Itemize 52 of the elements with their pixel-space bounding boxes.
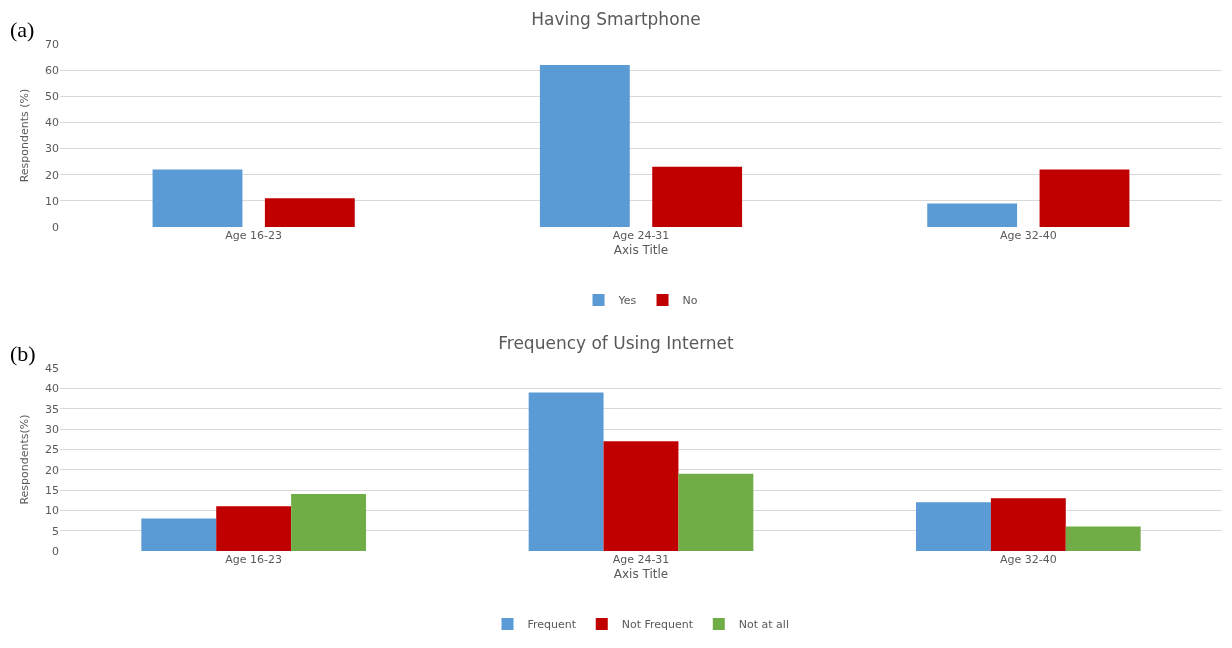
- y-tick-label: 20: [45, 168, 59, 182]
- y-tick-label: 70: [45, 37, 59, 51]
- bar: [927, 203, 1018, 227]
- chart-title: Frequency of Using Internet: [498, 332, 735, 353]
- y-tick-label: 5: [52, 524, 59, 538]
- x-tick-label: Age 24-31: [612, 229, 670, 242]
- bar: [916, 502, 991, 551]
- bar: [141, 518, 217, 551]
- x-tick-label: Age 24-31: [612, 553, 670, 566]
- bar: [528, 392, 604, 551]
- bar: [678, 473, 754, 551]
- bar: [291, 494, 366, 551]
- bar: [990, 498, 1066, 551]
- bar: [1065, 526, 1141, 551]
- y-tick-label: 30: [45, 422, 59, 436]
- text: (b): [10, 341, 36, 366]
- y-tick-label: 20: [45, 463, 59, 477]
- legend-label: Not at all: [738, 618, 789, 632]
- y-axis-title: Respondents(%): [18, 414, 31, 505]
- y-tick-label: 0: [52, 544, 59, 558]
- bar: [652, 166, 743, 227]
- y-tick-label: 10: [45, 504, 59, 518]
- y-tick-label: 40: [45, 116, 59, 130]
- y-tick-label: 30: [45, 142, 59, 156]
- bar: [264, 198, 355, 227]
- y-tick-label: 60: [45, 63, 59, 77]
- legend-label: No: [682, 294, 698, 308]
- y-tick-label: 35: [45, 402, 59, 416]
- x-tick-label: Age 16-23: [225, 553, 283, 566]
- bar: [539, 64, 630, 227]
- legend-label: Frequent: [527, 618, 577, 632]
- y-tick-label: 10: [45, 194, 59, 208]
- x-tick-label: Age 16-23: [225, 229, 283, 242]
- y-tick-label: 0: [52, 220, 59, 234]
- bar: [1039, 169, 1130, 227]
- bar: [216, 506, 292, 551]
- y-axis-title: Respondents (%): [18, 88, 31, 183]
- x-axis-title: Axis Title: [613, 242, 669, 257]
- bar: [152, 169, 243, 227]
- x-tick-label: Age 32-40: [999, 229, 1057, 242]
- legend-label: Not Frequent: [621, 618, 694, 632]
- y-tick-label: 50: [45, 90, 59, 104]
- y-tick-label: 15: [45, 483, 59, 497]
- legend-label: Yes: [617, 294, 637, 308]
- x-axis-title: Axis Title: [613, 566, 669, 581]
- x-tick-label: Age 32-40: [999, 553, 1057, 566]
- y-tick-label: 25: [45, 443, 59, 457]
- y-tick-label: 40: [45, 382, 59, 396]
- bar: [603, 441, 679, 551]
- chart-title: Having Smartphone: [531, 8, 701, 29]
- y-tick-label: 45: [45, 361, 59, 375]
- text: (a): [10, 17, 35, 42]
